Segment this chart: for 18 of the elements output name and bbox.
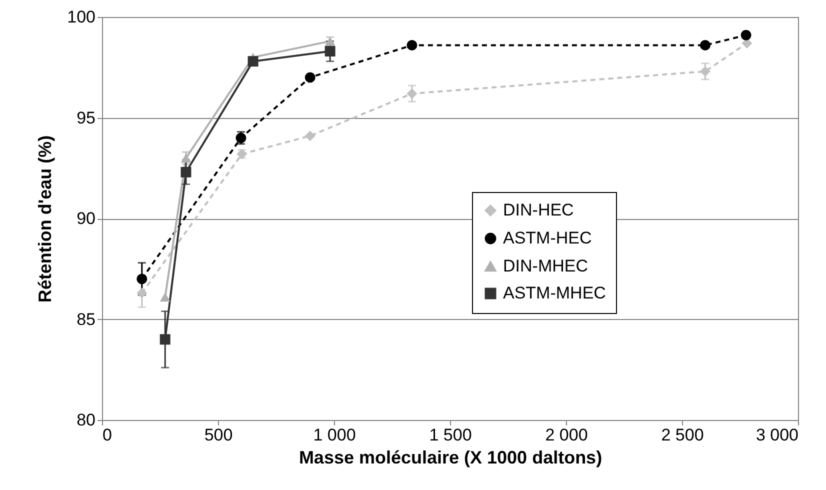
y-tick-label: 85 [76, 310, 96, 329]
x-tick-label: 3 000 [756, 426, 798, 444]
x-tick-label: 2 000 [545, 426, 588, 444]
x-tick-label: 500 [204, 426, 233, 444]
x-axis-title: Masse moléculaire (X 1000 daltons) [298, 448, 602, 468]
y-tick-label: 100 [67, 8, 96, 26]
y-axis-title: Rétention d'eau (%) [35, 135, 56, 303]
legend-label: DIN-MHEC [503, 256, 588, 276]
y-tick-label: 80 [76, 410, 96, 430]
x-tick-label: 0 [102, 426, 112, 444]
y-tick-label: 95 [76, 108, 96, 128]
x-tick-label: 1 000 [313, 426, 356, 444]
x-tick-label: 2 500 [661, 426, 704, 444]
x-tick-label: 1 500 [429, 426, 472, 444]
y-tick-label: 90 [76, 209, 96, 228]
legend-label: DIN-HEC [503, 200, 574, 220]
legend-label: ASTM-MHEC [503, 284, 606, 302]
legend-label: ASTM-HEC [503, 228, 592, 248]
